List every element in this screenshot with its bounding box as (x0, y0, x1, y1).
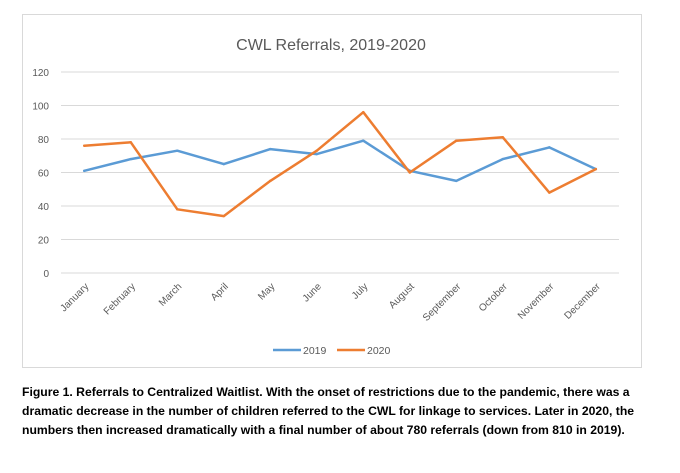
data-point (269, 179, 272, 183)
data-point (362, 139, 365, 142)
legend-label: 2019 (303, 345, 327, 357)
data-point (455, 179, 458, 183)
x-axis-ticks: January February March April May June July Augu… (58, 281, 603, 324)
data-point (594, 167, 597, 171)
x-tick-label: June (301, 281, 324, 304)
chart-area: CWL Referrals, 2019-2020 0 20 40 60 80 100 120… (22, 14, 642, 368)
x-tick-label: September (421, 281, 464, 324)
figure-caption: Figure 1. Referrals to Centralized Waitl… (22, 385, 635, 437)
gridlines (61, 71, 619, 274)
chart-title: CWL Referrals, 2019-2020 (236, 37, 426, 54)
x-tick-label: October (477, 281, 510, 314)
data-point (269, 147, 272, 151)
y-tick-label: 20 (38, 236, 50, 247)
y-tick-label: 40 (38, 202, 50, 213)
data-point (176, 149, 179, 152)
data-point (455, 139, 458, 142)
data-point (129, 157, 132, 161)
data-point (83, 144, 86, 147)
x-tick-label: August (387, 281, 417, 311)
y-tick-label: 0 (43, 269, 49, 280)
legend-label: 2020 (367, 345, 391, 357)
data-point (222, 214, 225, 218)
x-tick-label: July (350, 281, 370, 301)
y-tick-label: 80 (38, 135, 50, 146)
x-tick-label: March (157, 281, 184, 308)
x-tick-label: January (58, 281, 91, 314)
data-point (501, 136, 504, 139)
x-tick-label: February (102, 281, 138, 317)
line-chart: CWL Referrals, 2019-2020 0 20 40 60 80 100 120… (32, 37, 619, 357)
series-line-2020 (83, 110, 598, 218)
data-point (176, 208, 179, 211)
x-tick-label: November (516, 281, 557, 322)
y-tick-label: 100 (32, 102, 49, 113)
data-point (548, 146, 551, 149)
series-line-2019 (83, 139, 598, 183)
data-point (362, 111, 365, 114)
data-point (129, 141, 132, 144)
y-axis-ticks: 0 20 40 60 80 100 120 (32, 68, 49, 280)
data-point (408, 171, 411, 174)
x-tick-label: May (256, 281, 277, 302)
data-point (315, 149, 318, 152)
data-point (548, 191, 551, 194)
x-tick-label: April (209, 281, 231, 303)
series-lines (83, 110, 598, 218)
data-point (83, 169, 86, 173)
data-point (315, 152, 318, 156)
data-point (501, 157, 504, 161)
x-tick-label: December (562, 281, 603, 322)
data-point (222, 162, 225, 166)
y-tick-label: 60 (38, 169, 50, 180)
legend: 2019 2020 (273, 345, 391, 357)
y-tick-label: 120 (32, 68, 49, 79)
